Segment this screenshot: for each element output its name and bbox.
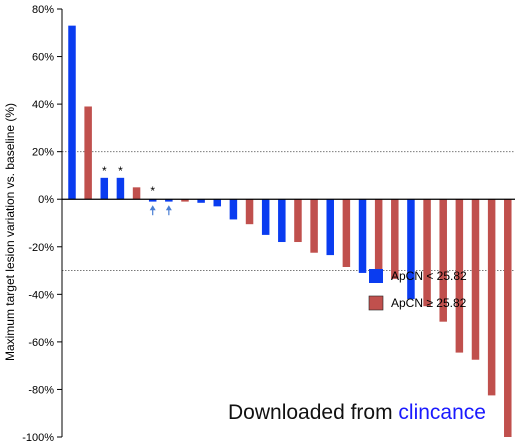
legend-label-high: ApCN ≥ 25.82 [391, 296, 467, 310]
y-tick-label: 0% [38, 194, 54, 206]
bar [116, 177, 125, 200]
significance-marker: * [102, 164, 107, 178]
arrow-marker-head [165, 205, 172, 211]
significance-marker: * [150, 184, 155, 198]
y-tick-label: -100% [22, 432, 54, 444]
bar [84, 106, 92, 200]
bar [374, 199, 383, 276]
bar [310, 199, 318, 253]
bar [487, 199, 496, 396]
bar [197, 199, 205, 203]
bar [229, 199, 238, 220]
bar [504, 199, 512, 437]
bar [342, 199, 351, 267]
bar [132, 187, 141, 200]
bar [100, 177, 109, 200]
bar [455, 199, 464, 353]
bar [294, 199, 302, 243]
bar [148, 199, 157, 202]
arrow-marker-head [149, 205, 156, 211]
bar [391, 199, 399, 279]
y-axis-label: Maximum target lesion variation vs. base… [3, 103, 17, 361]
bar [439, 199, 447, 322]
y-tick-label: -40% [28, 289, 54, 301]
bar [407, 199, 415, 300]
y-tick-label: 60% [32, 52, 54, 64]
y-tick-label: 20% [32, 147, 54, 159]
bar [278, 199, 286, 243]
y-tick-label: -20% [28, 242, 54, 254]
legend-label-low: ApCN < 25.82 [391, 269, 467, 283]
bar [423, 199, 431, 307]
reference-lines [62, 151, 515, 271]
y-tick-label: -80% [28, 384, 54, 396]
bar [261, 199, 270, 235]
bars [68, 25, 512, 437]
bar [181, 199, 189, 202]
legend-swatch-high [368, 295, 384, 311]
annotations: * * * [102, 164, 172, 216]
legend: ApCN < 25.82 ApCN ≥ 25.82 [368, 269, 467, 311]
bar [68, 25, 76, 200]
watermark-prefix: Downloaded from [228, 401, 398, 424]
y-tick-label: -60% [28, 337, 54, 349]
y-tick-label: 80% [32, 4, 54, 16]
bar [245, 199, 254, 225]
bar [471, 199, 480, 360]
bar [213, 199, 222, 207]
bar [358, 199, 367, 273]
y-axis: 80% 60% 40% 20% 0% -20% -40% -60% -80% -100% [22, 4, 63, 444]
bar [326, 199, 334, 256]
bar [165, 199, 173, 202]
legend-swatch-low [369, 269, 383, 283]
significance-marker: * [118, 164, 123, 178]
y-tick-label: 40% [32, 99, 54, 111]
watermark-link: clincance [398, 401, 486, 424]
watermark: Downloaded from clincance [228, 401, 486, 424]
